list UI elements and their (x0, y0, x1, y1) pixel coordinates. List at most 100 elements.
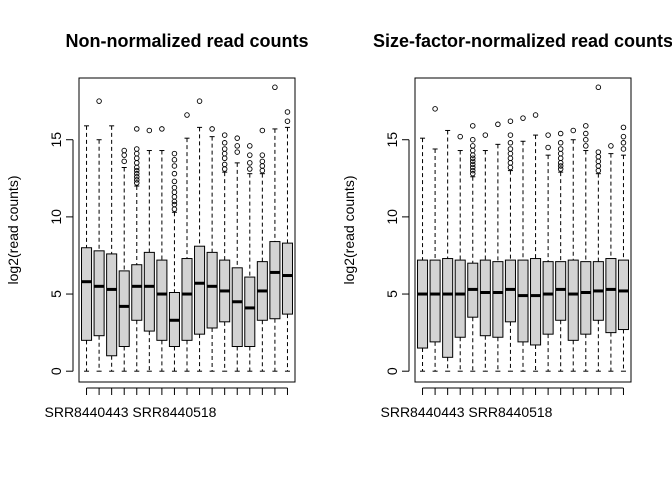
outlier-point (221, 161, 228, 168)
box-iqr (244, 276, 256, 348)
outlier-point (557, 155, 564, 161)
outlier-point (171, 189, 178, 195)
box (605, 143, 617, 372)
outlier-point (134, 160, 140, 166)
box (442, 129, 454, 372)
plot-frame (414, 77, 632, 383)
outlier-point (272, 84, 278, 91)
box-iqr (206, 251, 218, 329)
box (617, 124, 629, 372)
outlier-point (284, 109, 291, 115)
y-tick-label: 5 (48, 290, 64, 298)
outlier-point (470, 161, 476, 168)
box-iqr (131, 264, 143, 321)
right-chart-title: Size-factor-normalized read counts (373, 31, 672, 51)
box-iqr (492, 261, 504, 338)
box (118, 147, 130, 372)
box-iqr (504, 259, 516, 323)
outlier-point (171, 170, 178, 177)
box-iqr (429, 259, 441, 343)
box (417, 137, 429, 372)
outlier-point (209, 126, 215, 132)
box (517, 115, 529, 372)
box-iqr (580, 261, 592, 335)
outlier-point (495, 121, 501, 128)
outlier-point (557, 150, 564, 157)
box-iqr (106, 253, 118, 357)
box (567, 127, 579, 372)
outlier-point (134, 180, 140, 186)
outlier-point (545, 144, 551, 151)
outlier-point (557, 160, 564, 166)
outlier-point (171, 201, 178, 208)
outlier-point (96, 98, 102, 104)
outlier-point (221, 155, 228, 161)
outlier-point (507, 118, 514, 124)
outlier-point (595, 153, 602, 160)
outlier-point (507, 164, 514, 171)
box (231, 135, 243, 372)
outlier-point (507, 155, 514, 161)
outlier-point (259, 158, 266, 165)
outlier-point (595, 149, 602, 155)
left-panel: Non-normalized read counts log2(read cou… (5, 31, 309, 420)
outlier-point (171, 157, 178, 163)
outlier-point (234, 143, 240, 149)
outlier-point (507, 160, 514, 166)
outlier-point (583, 143, 589, 149)
outlier-point (557, 140, 564, 146)
outlier-point (134, 126, 140, 132)
outlier-point (134, 170, 140, 177)
box (219, 132, 231, 372)
outlier-point (146, 127, 153, 134)
outlier-point (595, 84, 602, 91)
right-y-axis-label: log2(read counts) (341, 176, 357, 285)
box-iqr (454, 259, 466, 338)
plot-frame (78, 77, 296, 383)
outlier-point (583, 130, 589, 137)
box-iqr (194, 245, 206, 335)
y-tick-label: 15 (48, 132, 64, 148)
outlier-point (171, 198, 178, 205)
box (580, 123, 592, 372)
outlier-point (457, 133, 463, 140)
outlier-point (221, 146, 228, 152)
box-iqr (143, 251, 155, 332)
outlier-point (121, 158, 127, 165)
outlier-point (196, 98, 203, 104)
outlier-point (482, 132, 489, 138)
box (93, 98, 105, 372)
box-iqr (517, 259, 529, 343)
outlier-point (171, 184, 178, 191)
box-iqr (81, 247, 93, 341)
box (542, 132, 554, 372)
outlier-point (171, 206, 178, 212)
box (168, 150, 180, 372)
x-tick-label: SRR8440443 (45, 404, 129, 420)
outlier-point (221, 166, 228, 172)
outlier-point (259, 167, 266, 174)
outlier-point (470, 170, 476, 177)
box (504, 118, 516, 372)
outlier-point (134, 177, 140, 183)
outlier-point (595, 163, 602, 169)
box (244, 143, 256, 372)
outlier-point (134, 146, 140, 152)
outlier-point (259, 127, 266, 134)
outlier-point (134, 150, 140, 157)
box (281, 109, 293, 372)
outlier-point (545, 132, 551, 138)
y-tick-label: 10 (384, 209, 400, 225)
box (181, 112, 193, 372)
box-iqr (118, 270, 130, 348)
outlier-point (557, 130, 564, 137)
left-y-axis-label: log2(read counts) (5, 176, 21, 285)
box (492, 121, 504, 372)
outlier-point (247, 160, 253, 166)
box (143, 127, 155, 372)
outlier-point (247, 152, 253, 158)
box-iqr (93, 250, 105, 337)
box-iqr (156, 259, 168, 341)
outlier-point (470, 164, 476, 171)
